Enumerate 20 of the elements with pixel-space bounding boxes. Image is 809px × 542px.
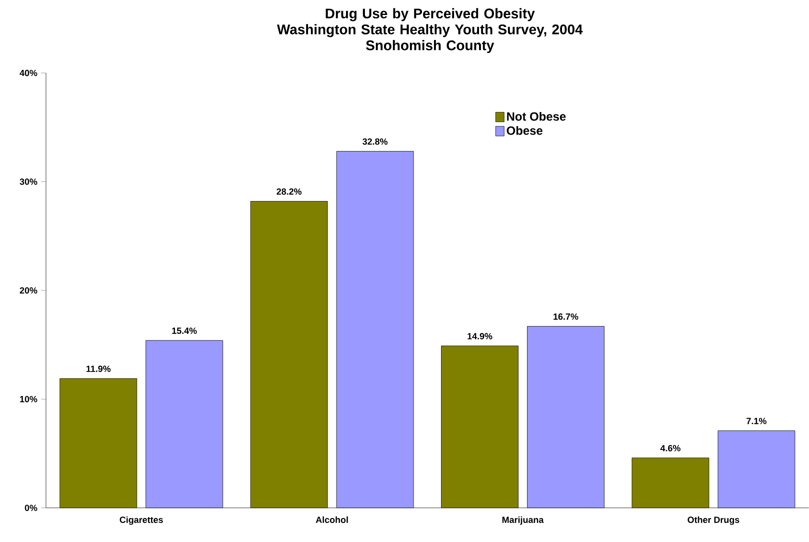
data-label: 7.1% (746, 418, 766, 424)
data-label: 28.2% (276, 188, 302, 195)
y-tick-label: 0% (24, 504, 38, 512)
y-tick-label: 30% (20, 178, 38, 185)
x-tick-label: Alcohol (316, 516, 348, 524)
x-tick-label: Marijuana (502, 516, 544, 525)
y-tick-label: 40% (20, 70, 38, 76)
chart-title: Drug Use by Perceived Obesity Washington State Healthy Youth Survey, 2004 Snohomish County (277, 8, 583, 54)
data-label: 32.8% (362, 138, 388, 145)
x-tick-label: Cigarettes (120, 516, 163, 525)
data-label: 4.6% (660, 445, 680, 452)
y-tick-label: 10% (20, 396, 38, 402)
data-label: 11.9% (86, 366, 111, 372)
data-label: 16.7% (554, 313, 578, 320)
y-tick-label: 20% (20, 287, 38, 294)
x-tick-label: Other Drugs (688, 516, 740, 525)
data-label: 15.4% (172, 328, 197, 334)
legend-label: Obese (506, 126, 542, 135)
legend-label: Not Obese (507, 112, 566, 121)
data-label: 14.9% (468, 333, 492, 340)
